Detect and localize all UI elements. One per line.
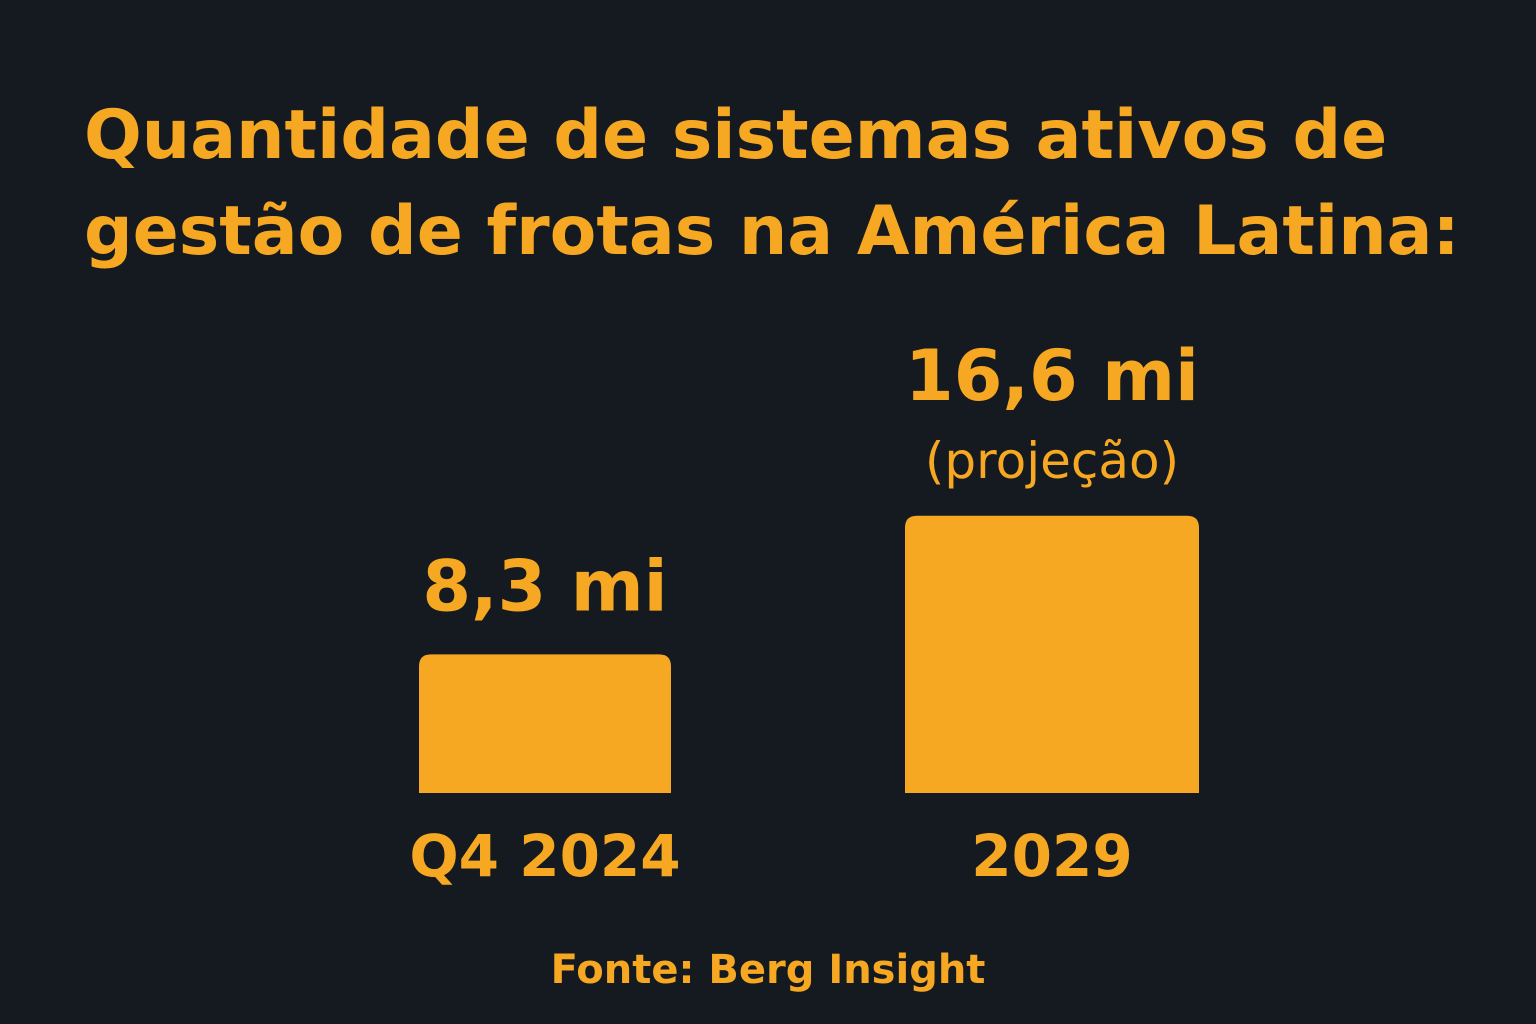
chart-title-line-2: gestão de frotas na América Latina: — [84, 192, 1460, 271]
category-label-1: Q4 2024 — [409, 822, 680, 890]
chart-title-line-1: Quantidade de sistemas ativos de — [84, 96, 1388, 175]
value-label-1: 8,3 mi — [422, 545, 667, 627]
source-note: Fonte: Berg Insight — [550, 947, 986, 993]
bar-note-2: (projeção) — [925, 432, 1179, 490]
chart-title: Quantidade de sistemas ativos de gestão … — [84, 88, 1484, 280]
bar-2 — [905, 515, 1199, 793]
value-label-2: 16,6 mi — [905, 335, 1199, 417]
bar-1 — [419, 654, 671, 793]
category-label-2: 2029 — [971, 822, 1132, 890]
